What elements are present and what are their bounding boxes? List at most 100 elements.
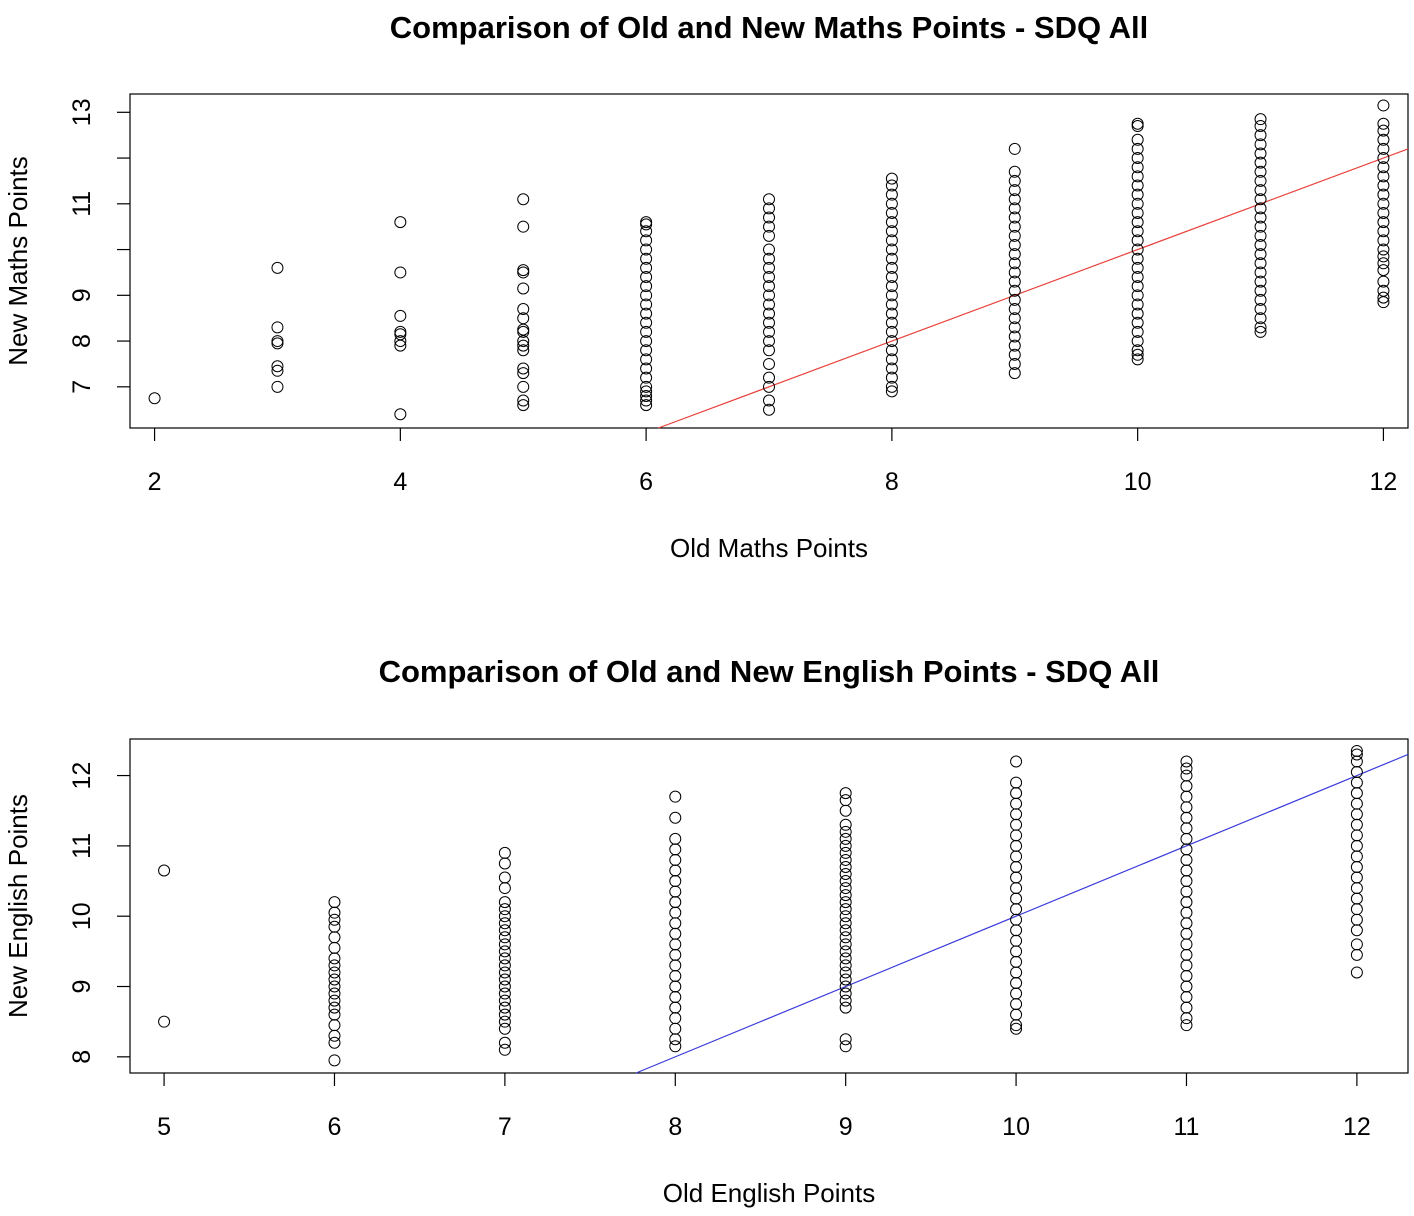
english-data-point (1350, 797, 1363, 810)
maths-data-point (1131, 216, 1144, 229)
english-data-point (1180, 959, 1193, 972)
maths-data-point (1131, 271, 1144, 284)
maths-y-tick-label: 7 (68, 380, 96, 394)
maths-data-point (1254, 193, 1267, 206)
english-x-axis-label: Old English Points (663, 1178, 875, 1208)
maths-data-point (1008, 193, 1021, 206)
maths-y-tick-label: 13 (68, 98, 96, 126)
maths-data-point (1131, 170, 1144, 183)
maths-data-point (1008, 229, 1021, 242)
english-data-point (839, 794, 852, 807)
english-data-point (328, 994, 341, 1007)
maths-scatter-panel: Comparison of Old and New Maths Points -… (3, 10, 1409, 563)
maths-data-point (1131, 289, 1144, 302)
english-data-point (669, 906, 682, 919)
maths-data-point (1131, 348, 1144, 361)
maths-data-point (1008, 257, 1021, 270)
english-data-point (1010, 955, 1023, 968)
english-data-point (839, 882, 852, 895)
english-data-point (328, 913, 341, 926)
english-data-point (839, 1033, 852, 1046)
english-data-point (1010, 850, 1023, 863)
english-data-point (1180, 1001, 1193, 1014)
maths-data-point (1377, 152, 1390, 165)
maths-data-point (271, 364, 284, 377)
maths-data-point (1377, 133, 1390, 146)
maths-data-point (1377, 170, 1390, 183)
english-data-point (669, 875, 682, 888)
english-data-point (1010, 860, 1023, 873)
maths-data-point (763, 271, 775, 284)
english-x-tick-label: 11 (1174, 1113, 1200, 1141)
english-data-point (669, 917, 682, 930)
english-data-point (839, 868, 852, 881)
maths-y-tick-label: 11 (68, 191, 96, 217)
english-data-point (669, 1012, 682, 1025)
maths-data-point (1008, 312, 1021, 325)
maths-data-point (1008, 165, 1021, 178)
english-data-point (1350, 871, 1363, 884)
maths-data-point (885, 325, 898, 338)
english-x-tick-label: 7 (498, 1113, 512, 1141)
maths-data-point (1377, 291, 1390, 304)
english-data-point (839, 980, 852, 993)
maths-data-point (1254, 248, 1267, 261)
maths-data-point (763, 344, 775, 357)
maths-data-point (763, 325, 775, 338)
maths-data-point (1377, 99, 1390, 112)
english-x-axis: 5 6 7 8 9 10 11 12 (157, 1073, 1371, 1141)
maths-data-point (885, 216, 898, 229)
english-y-axis: 8 9 10 11 12 (68, 762, 130, 1064)
maths-data-point (394, 216, 407, 229)
maths-data-point (271, 360, 284, 373)
maths-data-point (394, 335, 407, 348)
maths-data-point (640, 252, 653, 265)
english-data-point (839, 804, 852, 817)
english-data-point (158, 1015, 171, 1028)
english-data-point (328, 931, 341, 944)
english-data-point (498, 945, 511, 958)
english-data-point (328, 952, 341, 965)
english-data-point (839, 889, 852, 902)
english-data-point (839, 787, 852, 800)
english-data-point (839, 1040, 852, 1053)
english-data-point (669, 980, 682, 993)
maths-data-point (885, 206, 898, 219)
maths-data-point (1131, 234, 1144, 247)
maths-data-point (640, 316, 653, 329)
english-data-point (1180, 853, 1193, 866)
english-data-point (1180, 832, 1193, 845)
maths-reference-line-group (658, 148, 1409, 429)
maths-data-point (1377, 124, 1390, 137)
english-data-point (1350, 787, 1363, 800)
english-data-point (1350, 839, 1363, 852)
english-data-point (498, 924, 511, 937)
maths-data-point (763, 211, 775, 224)
maths-data-point (517, 282, 530, 295)
maths-data-point (517, 394, 530, 407)
english-data-point (1010, 776, 1023, 789)
english-data-point (1180, 980, 1193, 993)
maths-data-point (763, 298, 775, 311)
english-data-point (669, 969, 682, 982)
english-data-point (839, 1001, 852, 1014)
maths-data-point (640, 335, 653, 348)
english-data-point (1180, 875, 1193, 888)
maths-data-point (271, 321, 284, 334)
maths-data-point (763, 220, 775, 233)
english-data-point (1010, 934, 1023, 947)
maths-data-point (763, 316, 775, 329)
maths-data-point (1254, 325, 1267, 338)
maths-data-point (1254, 138, 1267, 151)
english-data-point (1180, 906, 1193, 919)
maths-data-point (640, 289, 653, 302)
english-data-point (1010, 998, 1023, 1011)
english-data-point (328, 1029, 341, 1042)
maths-data-point (885, 371, 898, 384)
english-data-point (328, 1001, 341, 1014)
english-data-point (669, 991, 682, 1004)
maths-data-point (640, 261, 653, 274)
maths-data-point (885, 225, 898, 238)
english-data-point (1350, 744, 1363, 757)
english-data-point (1010, 1022, 1023, 1035)
